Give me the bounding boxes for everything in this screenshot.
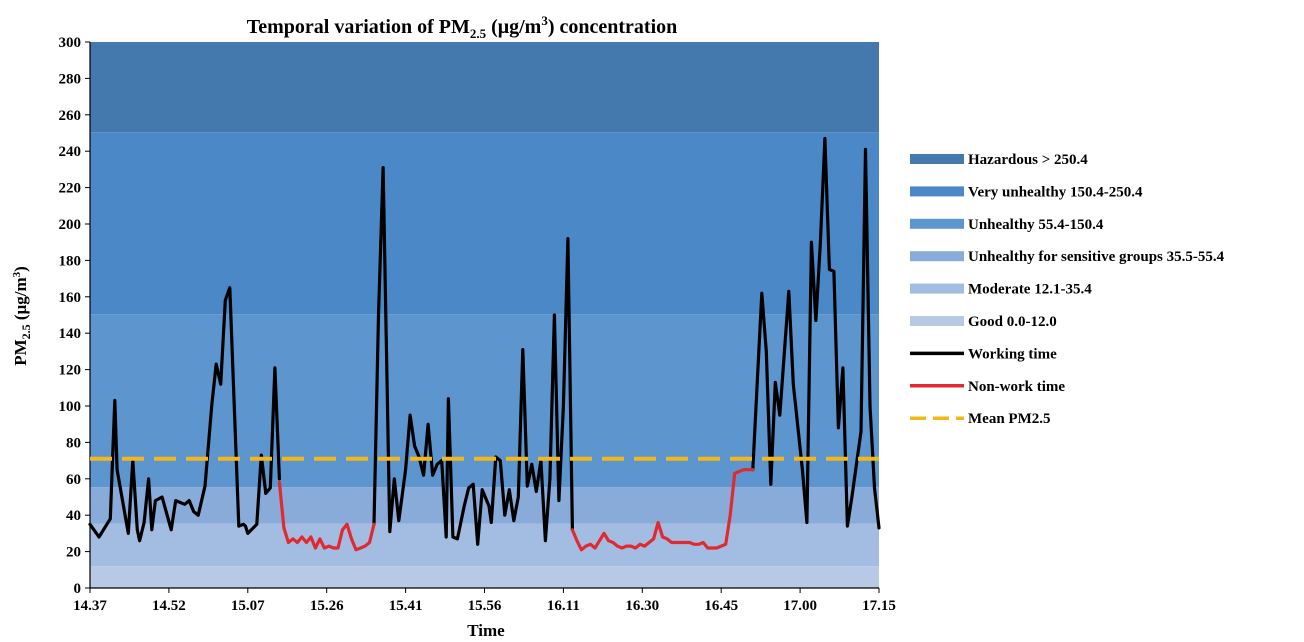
- y-tick-label: 200: [59, 217, 82, 233]
- band-5: [90, 42, 879, 133]
- series-0-segment-0: [88, 286, 281, 543]
- y-axis-title: PM2.5 (μg/m3): [11, 266, 33, 366]
- chart-title: Temporal variation of PM2.5 (μg/m3) conc…: [247, 13, 678, 41]
- y-axis-title-pre: PM: [11, 339, 30, 365]
- data-series: [88, 136, 881, 552]
- series-1-segment-1: [570, 468, 755, 552]
- y-tick-label: 140: [59, 326, 82, 342]
- band-1: [90, 523, 879, 567]
- x-tick-label: 16.30: [625, 598, 659, 614]
- y-axis-title-sup: 3: [11, 271, 23, 277]
- band-4: [90, 132, 879, 315]
- legend-swatch: [910, 154, 964, 164]
- legend-label: Hazardous > 250.4: [968, 152, 1088, 168]
- y-tick-label: 280: [59, 71, 82, 87]
- y-tick-label: 160: [59, 290, 82, 306]
- legend-label: Non-work time: [968, 379, 1065, 395]
- legend-label: Working time: [968, 346, 1057, 362]
- series-0-segment-2: [751, 136, 881, 530]
- legend-label: Very unhealthy 150.4-250.4: [968, 184, 1143, 200]
- x-tick-label: 17.00: [783, 598, 817, 614]
- y-axis-title-post: (μg/m: [11, 277, 30, 324]
- x-tick-label: 15.41: [389, 598, 423, 614]
- legend-label: Moderate 12.1-35.4: [968, 282, 1092, 298]
- chart-title-sub: 2.5: [470, 26, 487, 41]
- y-axis-title-end: ): [11, 266, 30, 272]
- y-tick-label: 100: [59, 399, 82, 415]
- y-tick-label: 240: [59, 144, 82, 160]
- y-tick-label: 80: [66, 435, 81, 451]
- y-tick-label: 60: [66, 472, 81, 488]
- y-tick-label: 220: [59, 181, 82, 197]
- x-tick-label: 17.15: [862, 598, 896, 614]
- x-tick-label: 15.07: [231, 598, 265, 614]
- legend-label: Unhealthy for sensitive groups 35.5-55.4: [968, 249, 1225, 265]
- y-axis-ticks: 0 20 40 60 80 100 120 140 160 180 200 220 240 260 280 3…: [59, 35, 90, 597]
- series-1-segment-0: [277, 480, 376, 552]
- y-axis-title-sub: 2.5: [19, 324, 33, 339]
- legend: Hazardous > 250.4 Very unhealthy 150.4-25…: [910, 152, 1225, 427]
- x-axis-title: Time: [467, 621, 505, 640]
- chart-title-pre: Temporal variation of PM: [247, 16, 470, 38]
- chart-title-post: ) concentration: [548, 16, 677, 38]
- y-tick-label: 120: [59, 363, 82, 379]
- x-tick-label: 16.45: [704, 598, 738, 614]
- legend-label: Mean PM2.5: [968, 411, 1050, 427]
- x-tick-label: 15.26: [310, 598, 344, 614]
- chart-title-sup: 3: [541, 13, 548, 28]
- x-tick-label: 14.52: [152, 598, 186, 614]
- y-tick-label: 260: [59, 108, 82, 124]
- band-0: [90, 566, 879, 588]
- series-0-segment-1: [372, 166, 574, 546]
- legend-swatch: [910, 283, 964, 294]
- legend-swatch: [910, 251, 964, 262]
- legend-swatch: [910, 316, 964, 326]
- legend-label: Good 0.0-12.0: [968, 314, 1057, 330]
- y-tick-label: 300: [59, 35, 82, 51]
- legend-label: Unhealthy 55.4-150.4: [968, 217, 1104, 233]
- legend-swatch: [910, 186, 964, 197]
- x-tick-label: 16.11: [547, 598, 580, 614]
- legend-swatch: [910, 218, 964, 229]
- x-tick-label: 14.37: [73, 598, 107, 614]
- x-tick-label: 15.56: [468, 598, 502, 614]
- y-tick-label: 180: [59, 253, 82, 269]
- y-tick-label: 40: [66, 508, 81, 524]
- y-tick-label: 0: [74, 581, 82, 597]
- chart-title-mid: (μg/m: [486, 16, 542, 38]
- y-tick-label: 20: [66, 545, 81, 561]
- x-axis-ticks: 14.37 14.52 15.07 15.26 15.41 15.56 16.11 16.30…: [73, 588, 896, 614]
